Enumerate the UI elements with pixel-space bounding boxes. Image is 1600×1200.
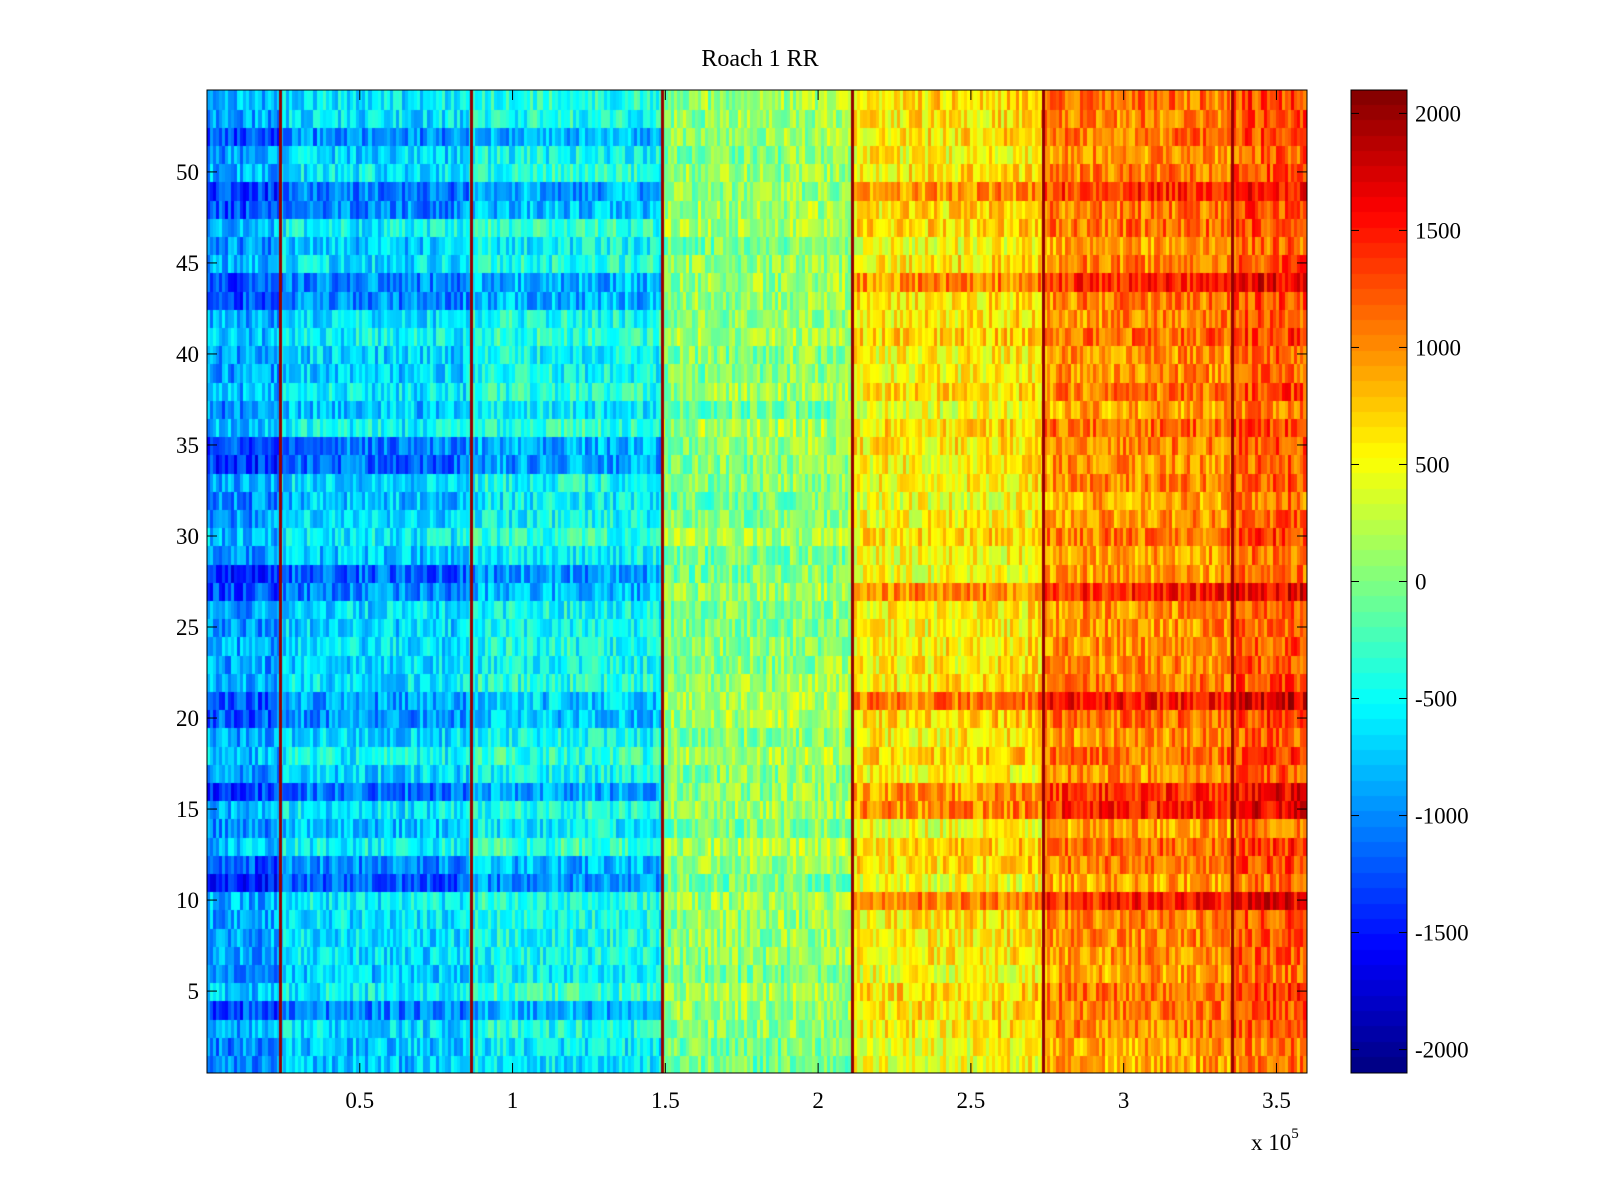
colorbar-gradient xyxy=(1351,90,1407,1073)
colorbar-tick-label: 2000 xyxy=(1415,101,1461,126)
y-tick-label: 20 xyxy=(176,706,199,731)
colorbar: 2000 1500 1000 500 0 -500 -1000 -1500 -2000 xyxy=(1350,89,1469,1074)
colorbar-tick-label: -500 xyxy=(1415,687,1457,712)
y-axis: 5 10 15 20 25 30 35 40 45 50 xyxy=(176,160,1307,1004)
plot-frame xyxy=(206,89,1308,1074)
plot-area: 0.5 1 1.5 2 2.5 3 3.5 5 10 15 20 25 30 35 40 45 50 x 10… xyxy=(176,89,1308,1155)
colorbar-tick-label: -1500 xyxy=(1415,921,1469,946)
y-tick-label: 45 xyxy=(176,251,199,276)
y-tick-label: 25 xyxy=(176,615,199,640)
x-tick-label: 0.5 xyxy=(345,1088,374,1113)
colorbar-axis: 2000 1500 1000 500 0 -500 -1000 -1500 -2000 xyxy=(1351,101,1469,1063)
y-tick-label: 35 xyxy=(176,433,199,458)
colorbar-tick-label: 1000 xyxy=(1415,335,1461,360)
x-tick-label: 1.5 xyxy=(651,1088,680,1113)
x-tick-label: 2.5 xyxy=(957,1088,986,1113)
colorbar-tick-label: -1000 xyxy=(1415,804,1469,829)
colorbar-tick-label: 500 xyxy=(1415,452,1450,477)
y-tick-label: 30 xyxy=(176,524,199,549)
x-axis: 0.5 1 1.5 2 2.5 3 3.5 xyxy=(345,90,1291,1113)
x-tick-label: 1 xyxy=(507,1088,519,1113)
y-tick-label: 10 xyxy=(176,888,199,913)
y-tick-label: 15 xyxy=(176,797,199,822)
x-exponent-label: x 105 xyxy=(1251,1126,1299,1155)
x-tick-label: 3 xyxy=(1118,1088,1130,1113)
heatmap-image xyxy=(207,90,1307,1073)
x-tick-label: 2 xyxy=(812,1088,824,1113)
y-tick-label: 40 xyxy=(176,342,199,367)
colorbar-tick-label: -2000 xyxy=(1415,1038,1469,1063)
y-tick-label: 50 xyxy=(176,160,199,185)
x-tick-label: 3.5 xyxy=(1262,1088,1291,1113)
y-tick-label: 5 xyxy=(188,979,200,1004)
colorbar-tick-label: 0 xyxy=(1415,570,1427,595)
x-exponent-base: x 10 xyxy=(1251,1130,1291,1155)
x-exponent-power: 5 xyxy=(1291,1126,1299,1142)
chart-title: Roach 1 RR xyxy=(701,46,818,72)
colorbar-tick-label: 1500 xyxy=(1415,218,1461,243)
